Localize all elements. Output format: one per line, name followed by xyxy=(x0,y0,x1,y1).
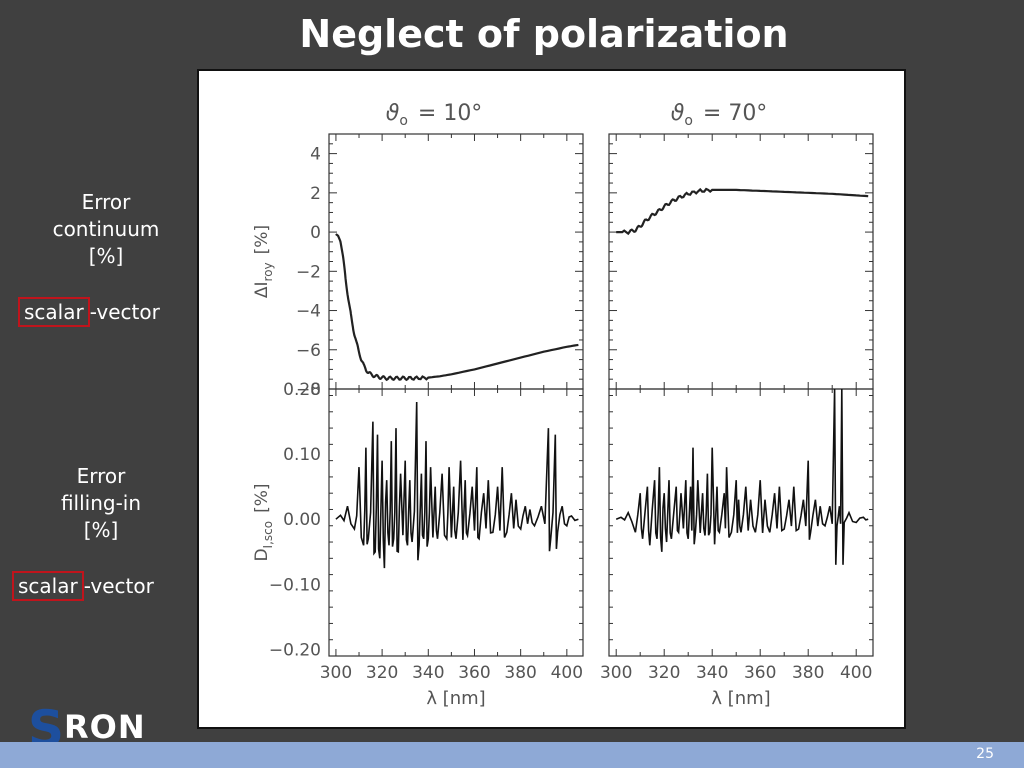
ylabel-subscript: roy xyxy=(261,262,275,281)
footer-bar xyxy=(0,742,1024,768)
y-tick-label: 0.20 xyxy=(283,380,321,400)
ylabel-subscript: I,sco xyxy=(261,521,275,549)
scalar-highlight: scalar xyxy=(12,571,84,601)
panel-frame xyxy=(608,133,874,390)
vector-text: -vector xyxy=(89,300,160,324)
x-tick-label: 300 xyxy=(600,663,632,683)
y-tick-label: −0.10 xyxy=(269,575,321,595)
y-tick-label: 0.00 xyxy=(283,510,321,530)
y-tick-label: −2 xyxy=(296,262,321,282)
label-line: [%] xyxy=(88,244,124,268)
vector-text: -vector xyxy=(83,574,154,598)
data-line xyxy=(335,233,579,382)
label-line: filling-in xyxy=(60,491,142,515)
label-line: [%] xyxy=(83,518,119,542)
x-tick-label: 340 xyxy=(696,663,728,683)
panel-frame xyxy=(328,388,584,657)
y-axis-label: DI,sco [%] xyxy=(252,483,275,561)
ylabel-main: ΔI xyxy=(252,281,272,298)
title-symbol: ϑ xyxy=(671,101,685,126)
x-tick-label: 320 xyxy=(366,663,398,683)
x-tick-label: 320 xyxy=(648,663,680,683)
x-tick-label: 400 xyxy=(840,663,872,683)
data-line xyxy=(335,401,579,569)
panel-title: ϑo = 10° xyxy=(386,101,483,129)
panel-frame xyxy=(608,388,874,657)
y-tick-label: 4 xyxy=(310,145,321,165)
x-tick-label: 360 xyxy=(458,663,490,683)
title-symbol: ϑ xyxy=(386,101,400,126)
y-tick-label: −4 xyxy=(296,302,321,322)
ylabel-unit: [%] xyxy=(252,483,272,512)
scalar-highlight: scalar xyxy=(18,297,90,327)
title-value: = 10° xyxy=(418,101,482,126)
label-error-filling-in: Error filling-in [%] xyxy=(25,463,177,544)
page-number: 25 xyxy=(976,746,994,762)
y-tick-label: 0.10 xyxy=(283,445,321,465)
logo-ron: RON xyxy=(64,708,146,746)
label-error-continuum: Error continuum [%] xyxy=(30,189,182,270)
x-axis-label: λ [nm] xyxy=(426,688,485,709)
x-axis-label: λ [nm] xyxy=(711,688,770,709)
slide-title: Neglect of polarization xyxy=(299,12,789,56)
panel-title: ϑo = 70° xyxy=(671,101,768,129)
panel-top-right: ϑo = 70° xyxy=(608,101,874,390)
title-subscript: o xyxy=(684,113,693,129)
title-value: = 70° xyxy=(703,101,767,126)
y-tick-label: −0.20 xyxy=(269,640,321,660)
data-line xyxy=(616,187,869,236)
x-tick-label: 340 xyxy=(412,663,444,683)
x-tick-label: 380 xyxy=(504,663,536,683)
figure-plot: 420−2−4−6−8ϑo = 10°ΔIroy[%]ϑo = 70°0.200.1… xyxy=(252,101,874,709)
x-tick-label: 400 xyxy=(551,663,583,683)
panel-bottom-right: 300 320 340 360 380 400 λ [nm] xyxy=(600,388,874,709)
title-subscript: o xyxy=(399,113,408,129)
y-axis-label: ΔIroy [%] xyxy=(252,225,275,298)
data-line xyxy=(615,389,869,565)
label-line: Error xyxy=(81,190,131,214)
ylabel-unit: [%] xyxy=(252,225,272,254)
x-tick-label: 360 xyxy=(744,663,776,683)
panel-top-left: 4 2 0 −2 −4 −6 −8 ϑo = 10° ΔIroy [%] xyxy=(252,101,584,400)
y-tick-label: −6 xyxy=(296,341,321,361)
label-line: Error xyxy=(76,464,126,488)
scalar-vector-label: scalar -vector xyxy=(12,571,192,601)
figure-frame: 4 2 0 −2 −4 −6 −8 ϑo = 10° ΔIroy[%] ϑo = 70° 0.20 0.1… xyxy=(197,69,906,729)
y-tick-label: 2 xyxy=(310,184,321,204)
x-tick-label: 300 xyxy=(320,663,352,683)
panel-bottom-left: 0.20 0.10 0.00 −0.10 −0.20 300 320 340 360 380 400… xyxy=(252,380,584,709)
y-tick-label: 0 xyxy=(310,223,321,243)
y-tick-label: −8 xyxy=(296,380,321,400)
label-line: continuum xyxy=(52,217,160,241)
x-tick-label: 380 xyxy=(792,663,824,683)
scalar-vector-label: scalar -vector xyxy=(18,297,198,327)
ylabel-main: D xyxy=(252,548,272,561)
